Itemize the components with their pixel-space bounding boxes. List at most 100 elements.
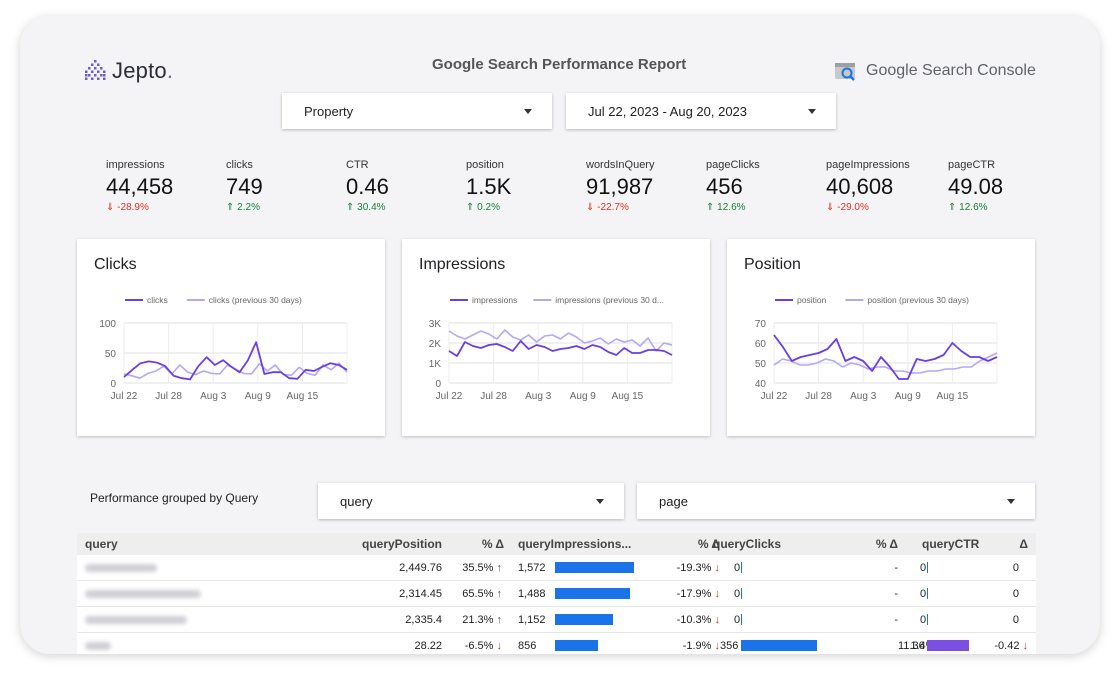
report-card: Jepto. Google Search Performance Report … — [20, 16, 1100, 654]
cell-ctr-delta: 0 — [1012, 614, 1019, 626]
y-tick-label: 50 — [755, 359, 767, 370]
date-range-dropdown[interactable]: Jul 22, 2023 - Aug 20, 2023 — [566, 93, 836, 129]
kpi-delta: ⇑ 2.2% — [226, 202, 260, 213]
kpi-words-in-query: wordsInQuery 91,987 ⇓ -22.7% — [586, 159, 654, 213]
jepto-logo-icon — [85, 60, 106, 80]
impressions-bar — [555, 562, 634, 573]
cell-query-ctr: 0 — [920, 562, 927, 574]
page-title: Google Search Performance Report — [432, 56, 687, 73]
chevron-down-icon — [596, 499, 604, 504]
kpi-value: 49.08 — [948, 174, 1004, 199]
performance-table: query queryPosition % Δ queryImpressions… — [77, 533, 1036, 654]
column-header-query-impressions[interactable]: queryImpressions... — [518, 537, 632, 551]
column-header-query-position[interactable]: queryPosition — [361, 537, 442, 551]
kpi-value: 44,458 — [106, 174, 174, 199]
chart-title: Position — [744, 256, 801, 273]
cell-impressions-delta: -17.9% ↓ — [676, 588, 720, 600]
cell-query-clicks: 356 — [720, 640, 739, 652]
kpi-position: position 1.5K ⇑ 0.2% — [466, 159, 511, 213]
cell-query-position: 2,335.4 — [405, 614, 442, 626]
kpi-delta: ⇑ 12.6% — [948, 202, 988, 213]
kpi-delta: ⇑ 0.2% — [466, 202, 500, 213]
cell-position-delta: 21.3% ↑ — [462, 614, 502, 626]
dimension-dropdown-query[interactable]: query — [318, 483, 624, 519]
cell-position-delta: -6.5% ↓ — [464, 640, 502, 652]
chart-title: Clicks — [94, 256, 137, 273]
kpi-label: impressions — [106, 159, 165, 171]
x-tick-label: Aug 9 — [895, 391, 922, 402]
arrow-down-icon: ↓ — [1022, 640, 1029, 652]
cell-ctr-delta: 0 — [1012, 562, 1019, 574]
y-tick-label: 1K — [429, 359, 442, 370]
y-tick-label: 0 — [435, 379, 441, 390]
cell-ctr-delta: -0.42 ↓ — [994, 640, 1028, 652]
column-header-query-clicks[interactable]: queryClicks — [713, 537, 782, 551]
search-console-logo: Google Search Console — [834, 60, 1036, 82]
chevron-down-icon — [1007, 499, 1015, 504]
query-text-redacted — [85, 564, 157, 572]
x-tick-label: Aug 15 — [287, 391, 319, 402]
clicks-bar — [741, 640, 817, 651]
x-tick-label: Aug 3 — [525, 391, 552, 402]
arrow-down-icon: ↓ — [714, 562, 721, 574]
kpi-value: 91,987 — [586, 174, 654, 199]
y-tick-label: 100 — [99, 319, 116, 330]
kpi-label: pageImpressions — [826, 159, 910, 171]
y-tick-label: 2K — [429, 339, 442, 350]
cell-query-clicks: 0 — [734, 588, 741, 600]
cell-query-ctr: 0 — [920, 614, 927, 626]
y-tick-label: 50 — [105, 349, 117, 360]
clicks-chart-card: Clicks 100 50 0 Jul 22 Jul 28 Aug 3 Aug 9 Aug 1… — [77, 239, 385, 436]
y-tick-label: 0 — [110, 379, 116, 390]
clicks-bar — [741, 614, 742, 625]
legend-label: clicks — [147, 295, 168, 305]
kpi-delta: ⇑ 12.6% — [706, 202, 746, 213]
legend-label: impressions (previous 30 d... — [555, 295, 664, 305]
column-header-position-delta[interactable]: % Δ — [481, 537, 504, 551]
x-tick-label: Aug 9 — [570, 391, 597, 402]
x-tick-label: Aug 15 — [937, 391, 969, 402]
legend-label: impressions — [472, 295, 517, 305]
cell-clicks-delta: - — [894, 588, 898, 600]
query-text-redacted — [85, 642, 111, 650]
impressions-bar — [555, 588, 630, 599]
column-header-ctr-delta[interactable]: Δ — [1019, 537, 1028, 551]
search-console-label: Google Search Console — [866, 62, 1036, 79]
dimension-dropdown-label: query — [340, 493, 373, 509]
column-header-query-ctr[interactable]: queryCTR — [922, 537, 980, 551]
kpi-page-clicks: pageClicks 456 ⇑ 12.6% — [706, 159, 760, 213]
cell-query-ctr: 11.36 — [898, 640, 925, 652]
jepto-logo: Jepto. — [84, 58, 173, 84]
kpi-impressions: impressions 44,458 ⇓ -28.9% — [106, 159, 173, 213]
column-header-impressions-delta[interactable]: % Δ — [697, 537, 720, 551]
kpi-value: 40,608 — [826, 174, 894, 199]
cell-query-impressions: 1,152 — [518, 614, 546, 626]
table-row[interactable]: 28.22 -6.5% ↓ 856 -1.9% ↓ 356 1.4% ↑ 11.… — [77, 633, 1036, 654]
cell-position-delta: 35.5% ↑ — [462, 562, 502, 574]
table-row[interactable]: 2,314.45 65.5% ↑ 1,488 -17.9% ↓ 0 - 0 0 — [77, 581, 1036, 607]
impressions-bar — [555, 614, 613, 625]
cell-query-position: 28.22 — [414, 640, 442, 652]
kpi-value: 749 — [226, 174, 263, 199]
table-row[interactable]: 2,335.4 21.3% ↑ 1,152 -10.3% ↓ 0 - 0 0 — [77, 607, 1036, 633]
cell-impressions-delta: -1.9% ↓ — [682, 640, 720, 652]
cell-clicks-delta: - — [894, 562, 898, 574]
column-header-query[interactable]: query — [85, 537, 118, 551]
ctr-bar — [927, 614, 928, 625]
series-line-previous — [773, 352, 998, 374]
x-tick-label: Jul 28 — [805, 391, 832, 402]
dimension-dropdown-page[interactable]: page — [637, 483, 1035, 519]
property-dropdown[interactable]: Property — [282, 93, 552, 129]
y-tick-label: 40 — [755, 379, 767, 390]
table-row[interactable]: 2,449.76 35.5% ↑ 1,572 -19.3% ↓ 0 - 0 0 — [77, 555, 1036, 581]
column-header-clicks-delta[interactable]: % Δ — [875, 537, 898, 551]
arrow-up-icon: ↑ — [496, 588, 503, 600]
impressions-bar — [555, 640, 598, 651]
chart-title: Impressions — [419, 256, 506, 273]
kpi-ctr: CTR 0.46 ⇑ 30.4% — [346, 159, 389, 213]
series-line-current — [773, 334, 998, 380]
impressions-chart-card: Impressions 3K 2K 1K 0 Jul 22 Jul 28 Aug 3 Aug … — [402, 239, 710, 436]
